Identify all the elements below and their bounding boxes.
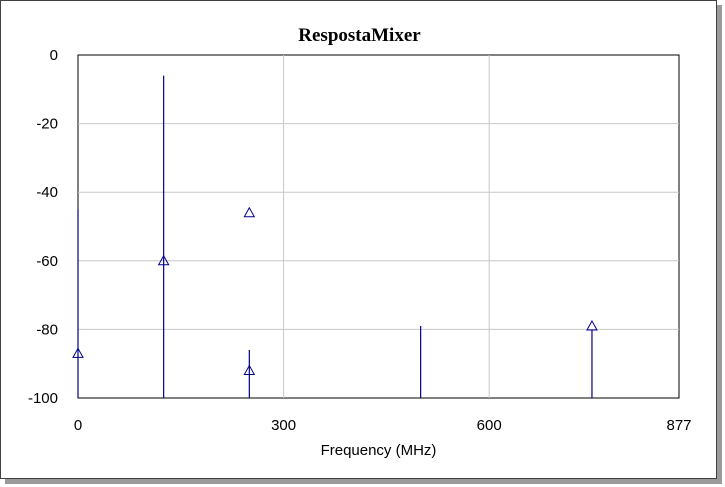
y-tick-labels: 0 -20 -40 -60 -80 -100 bbox=[28, 47, 58, 407]
x-tick-label: 300 bbox=[271, 417, 296, 434]
x-tick-label: 877 bbox=[666, 417, 691, 434]
spectral-lines bbox=[77, 75, 593, 398]
x-tick-labels: 0 300 600 877 bbox=[74, 417, 692, 434]
y-tick-label: -60 bbox=[36, 253, 58, 270]
y-tick-label: -80 bbox=[36, 321, 58, 338]
triangle-marker bbox=[72, 347, 84, 358]
y-tick-label: 0 bbox=[50, 47, 58, 64]
triangle-marker bbox=[243, 364, 256, 376]
triangle-marker bbox=[157, 254, 170, 266]
plot-area bbox=[77, 54, 680, 399]
x-axis-label: Frequency (MHz) bbox=[321, 442, 437, 459]
y-tick-label: -40 bbox=[36, 184, 58, 201]
triangle-marker bbox=[243, 206, 256, 218]
triangle-marker bbox=[586, 319, 598, 331]
x-tick-label: 600 bbox=[477, 417, 502, 434]
triangle-markers bbox=[72, 206, 598, 376]
chart-title: RespostaMixer bbox=[298, 25, 421, 46]
y-tick-label: -100 bbox=[28, 390, 58, 407]
grid-lines bbox=[78, 55, 679, 398]
x-tick-label: 0 bbox=[74, 417, 82, 434]
y-tick-label: -20 bbox=[36, 116, 58, 133]
